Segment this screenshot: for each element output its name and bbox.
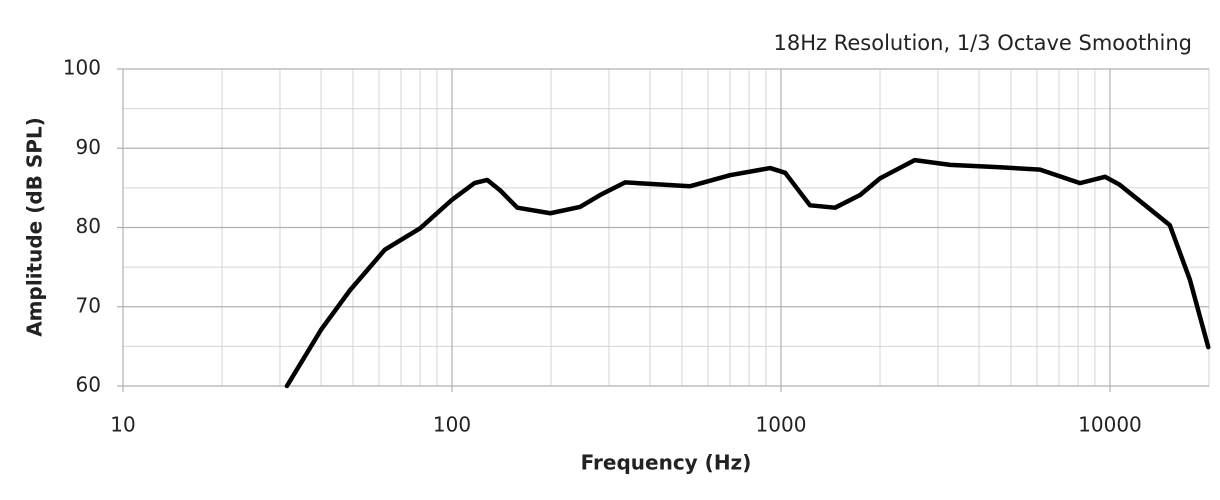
x-tick-label: 1000 (756, 413, 807, 437)
data-line (284, 157, 1211, 389)
x-tick-label: 10 (110, 413, 135, 437)
x-tick-label: 10000 (1078, 413, 1142, 437)
y-tick-label: 70 (76, 293, 101, 317)
y-tick-label: 100 (63, 56, 101, 80)
y-tick-label: 80 (76, 214, 101, 238)
y-axis-title: Amplitude (dB SPL) (23, 117, 47, 337)
y-tick-label: 90 (76, 135, 101, 159)
chart-subtitle: 18Hz Resolution, 1/3 Octave Smoothing (774, 31, 1192, 55)
x-tick-label: 100 (433, 413, 471, 437)
y-tick-label: 60 (76, 373, 101, 397)
x-axis-title: Frequency (Hz) (581, 451, 752, 475)
